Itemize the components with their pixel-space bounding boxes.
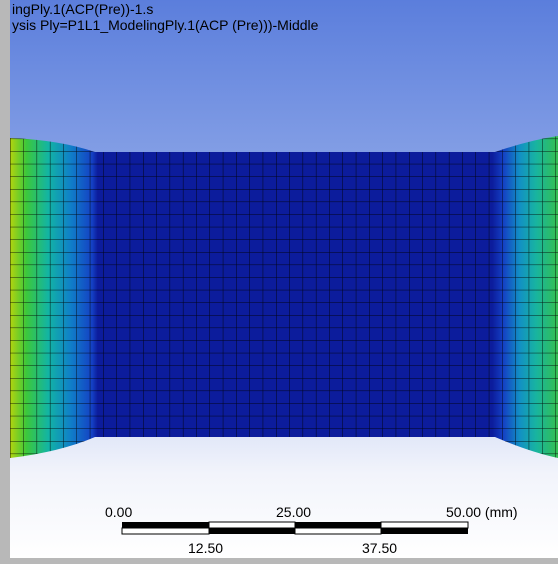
scale-label: 25.00 [276,504,311,520]
header-line: ingPly.1(ACP(Pre))-1.s [12,1,153,17]
scale-label: 37.50 [362,540,397,556]
scale-label: 12.50 [188,540,223,556]
mesh-model [10,136,558,458]
scale-label: 0.00 [105,504,132,520]
scale-bar [121,521,469,535]
scale-label: 50.00 (mm) [446,504,518,520]
header-line: ysis Ply=P1L1_ModelingPly.1(ACP (Pre)))-… [12,17,319,33]
